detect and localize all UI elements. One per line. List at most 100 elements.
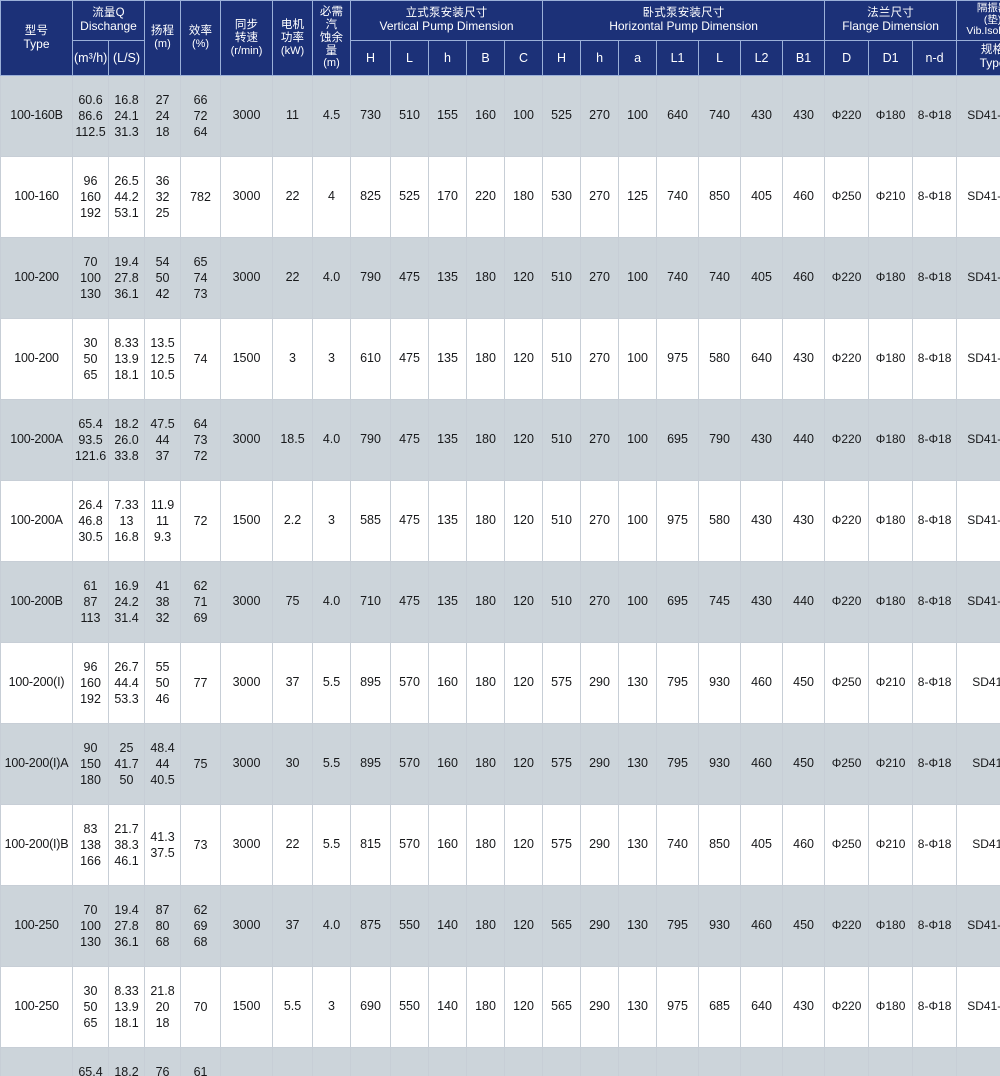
cell-horizontal-a: 100 [618,74,658,157]
cell-power: 37 [272,884,314,967]
value-line: 26.4 [78,497,103,512]
cell-horizontal-a: 130 [618,803,658,886]
value-line: 53.3 [114,691,139,706]
col-horizontal-B1: B1 [782,39,826,76]
value-line: 80 [155,918,170,933]
cell-vertical-h: 160 [428,722,468,805]
value-line: 87 [83,594,98,609]
value-line: 21.8 [150,983,175,998]
value-line: 65.4 [78,416,103,431]
cell-flange-nd: 8-Φ18 [912,479,958,562]
col-vertical-H: H [350,39,392,76]
cell-vertical-C: 120 [504,479,544,562]
cell-horizontal-h: 290 [580,884,620,967]
value-line: 180 [80,772,101,787]
value-line: 8.33 [114,335,139,350]
cell-flange-D1: Φ180 [868,479,914,562]
cell-speed: 3000 [220,722,274,805]
cell-head: 87 80 68 [144,884,182,967]
cell-horizontal-B1: 440 [782,560,826,643]
value-line: 37.5 [150,845,175,860]
cell-horizontal-L: 740 [698,74,742,157]
value-line: 72 [193,448,208,463]
table-row: 100-200(I) 96 160 192 26.7 44.4 53.3 55 50 46 77 30… [0,641,1000,724]
cell-vertical-L: 570 [390,641,430,724]
cell-npsh: 4.0 [312,884,352,967]
cell-isolator-type: SD41-0.5 [956,965,1000,1048]
table-row: 100-200B 61 87 113 16.9 24.2 31.4 41 38 32 62 71 69 3… [0,560,1000,643]
cell-horizontal-B1: 450 [782,884,826,967]
cell-horizontal-L: 745 [698,560,742,643]
cell-speed: 3000 [220,398,274,481]
cell-horizontal-B1: 450 [782,1046,826,1076]
cell-npsh: 4.0 [312,398,352,481]
value-line: 24.1 [114,108,139,123]
row-type: 100-200(I) [0,641,73,724]
cell-npsh: 5.5 [312,803,352,886]
value-line: 61 [193,1064,208,1076]
row-type: 100-200B [0,560,73,643]
cell-vertical-L: 475 [390,398,430,481]
value-line: 44.2 [114,189,139,204]
cell-horizontal-B1: 450 [782,722,826,805]
cell-vertical-C: 120 [504,641,544,724]
value-line: 26.0 [114,432,139,447]
cell-horizontal-h: 270 [580,317,620,400]
cell-power: 30 [272,1046,314,1076]
value-line: 16.8 [114,529,139,544]
cell-horizontal-B1: 430 [782,965,826,1048]
col-discharge-m3h: (m³/h) [72,39,109,76]
cell-vertical-h: 140 [428,884,468,967]
cell-q-m3h: 96 160 192 [72,641,109,724]
value-line: 44 [155,756,170,771]
cell-horizontal-B1: 460 [782,236,826,319]
value-line: 96 [83,659,98,674]
value-line: 50 [119,772,134,787]
cell-vertical-L: 525 [390,155,430,238]
value-line: 70 [193,999,208,1014]
value-line: 31.3 [114,124,139,139]
value-line: 48.4 [150,740,175,755]
value-line: 31.4 [114,610,139,625]
cell-flange-D1: Φ180 [868,236,914,319]
cell-horizontal-L2: 460 [740,641,784,724]
cell-horizontal-L2: 460 [740,722,784,805]
cell-q-m3h: 61 87 113 [72,560,109,643]
value-line: 130 [80,286,101,301]
value-line: 113 [80,610,101,625]
cell-horizontal-L1: 740 [656,236,700,319]
value-line: 33.8 [114,448,139,463]
cell-flange-D1: Φ180 [868,884,914,967]
cell-horizontal-L1: 795 [656,1046,700,1076]
cell-q-m3h: 26.4 46.8 30.5 [72,479,109,562]
cell-speed: 3000 [220,155,274,238]
col-flange-D: D [824,39,870,76]
cell-vertical-B: 180 [466,479,506,562]
cell-q-ls: 19.4 27.8 36.1 [107,884,146,967]
cell-horizontal-L1: 740 [656,803,700,886]
cell-isolator-type: SD41-0.5 [956,1046,1000,1076]
value-line: 27.8 [114,918,139,933]
cell-isolator-type: SD41-0.5 [956,479,1000,562]
value-line: 46 [155,691,170,706]
cell-head: 11.9 11 9.3 [144,479,182,562]
value-line: 50 [83,351,98,366]
row-type: 100-160 [0,155,73,238]
cell-efficiency: 75 [180,722,222,805]
cell-vertical-H: 790 [350,236,392,319]
cell-vertical-H: 815 [350,803,392,886]
col-horizontal-H: H [542,39,582,76]
cell-horizontal-B1: 460 [782,155,826,238]
header-row-1: 型号 Type 流量Q Dischange 扬程 (m) 效率 (%) 同步 转… [0,0,1000,76]
value-line: 38 [155,594,170,609]
cell-horizontal-L1: 975 [656,317,700,400]
cell-isolator-type: SD41-0.5 [956,236,1000,319]
row-type: 100-200(I)A [0,722,73,805]
value-line: 13.9 [114,999,139,1014]
cell-horizontal-h: 290 [580,965,620,1048]
cell-head: 27 24 18 [144,74,182,157]
cell-horizontal-L2: 460 [740,884,784,967]
value-line: 68 [155,934,170,949]
cell-horizontal-L: 930 [698,641,742,724]
cell-horizontal-L1: 640 [656,74,700,157]
